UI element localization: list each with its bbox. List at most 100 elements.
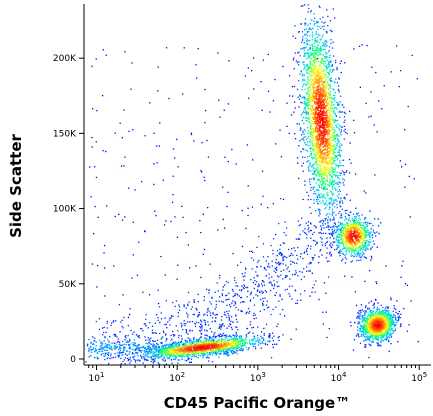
event-dot <box>386 335 388 337</box>
event-dot <box>102 49 104 51</box>
event-dot <box>407 105 409 108</box>
event-dot <box>320 70 322 72</box>
event-dot <box>386 332 388 334</box>
event-dot <box>359 318 361 320</box>
event-dot <box>307 39 309 41</box>
event-dot <box>129 313 131 316</box>
event-dot <box>201 141 203 144</box>
event-dot <box>394 315 396 317</box>
event-dot <box>197 354 200 357</box>
event-dot <box>398 315 400 317</box>
event-dot <box>127 334 129 337</box>
event-dot <box>325 187 327 189</box>
event-dot <box>322 183 325 185</box>
event-dot <box>224 349 227 351</box>
event-dot <box>173 345 175 347</box>
event-dot <box>330 77 332 80</box>
event-dot <box>314 45 316 48</box>
event-dot <box>168 97 170 100</box>
event-dot <box>282 257 284 259</box>
event-dot <box>375 333 377 336</box>
event-dot <box>306 40 308 43</box>
event-dot <box>381 339 383 341</box>
event-dot <box>321 254 323 256</box>
event-dot <box>319 173 321 175</box>
event-dot <box>357 250 359 253</box>
event-dot <box>311 64 314 66</box>
event-dot <box>198 338 200 341</box>
event-dot <box>282 278 284 280</box>
event-dot <box>315 227 317 229</box>
event-dot <box>342 233 344 235</box>
event-dot <box>334 82 336 84</box>
event-dot <box>313 284 315 286</box>
event-dot <box>104 355 106 357</box>
event-dot <box>164 349 166 351</box>
event-dot <box>167 356 169 358</box>
event-dot <box>166 356 168 358</box>
event-dot <box>235 348 237 351</box>
event-dot <box>203 314 205 316</box>
event-dot <box>124 363 126 365</box>
event-dot <box>103 331 105 334</box>
event-dot <box>133 355 136 357</box>
event-dot <box>301 138 303 140</box>
event-dot <box>196 352 198 354</box>
event-dot <box>368 302 370 304</box>
event-dot <box>312 67 314 70</box>
event-dot <box>284 289 286 291</box>
event-dot <box>364 248 367 250</box>
event-dot <box>96 110 98 112</box>
event-dot <box>249 339 251 341</box>
event-dot <box>124 335 126 338</box>
event-dot <box>322 232 325 234</box>
event-dot <box>388 333 390 335</box>
event-dot <box>229 323 232 326</box>
event-dot <box>293 111 295 113</box>
event-dot <box>368 240 370 243</box>
event-dot <box>309 181 311 183</box>
event-dot <box>338 252 340 254</box>
event-dot <box>138 343 140 346</box>
event-dot <box>298 237 300 240</box>
event-dot <box>157 90 159 92</box>
event-dot <box>352 221 355 223</box>
event-dot <box>197 342 199 344</box>
event-dot <box>369 315 371 317</box>
event-dot <box>232 253 234 255</box>
event-dot <box>145 350 147 352</box>
event-dot <box>379 314 381 317</box>
event-dot <box>325 206 327 209</box>
event-dot <box>250 250 253 252</box>
event-dot <box>366 247 369 249</box>
event-dot <box>137 359 139 361</box>
event-dot <box>304 47 306 49</box>
event-dot <box>349 247 351 249</box>
event-dot <box>257 295 259 297</box>
event-dot <box>335 237 337 239</box>
event-dot <box>278 262 280 264</box>
event-dot <box>185 340 187 342</box>
event-dot <box>372 311 374 313</box>
event-dot <box>280 274 282 276</box>
event-dot <box>302 110 305 112</box>
event-dot <box>330 163 332 165</box>
event-dot <box>333 131 335 133</box>
event-dot <box>334 155 336 157</box>
event-dot <box>309 139 311 141</box>
event-dot <box>362 335 364 337</box>
event-dot <box>133 358 135 360</box>
event-dot <box>382 334 384 337</box>
event-dot <box>335 214 337 216</box>
event-dot <box>268 306 270 308</box>
event-dot <box>145 349 148 351</box>
event-dot <box>330 97 332 99</box>
event-dot <box>365 328 367 330</box>
event-dot <box>334 112 336 114</box>
event-dot <box>386 309 388 312</box>
event-dot <box>354 254 357 256</box>
event-dot <box>148 322 151 324</box>
event-dot <box>321 42 324 44</box>
event-dot <box>262 280 264 282</box>
event-dot <box>313 202 315 204</box>
